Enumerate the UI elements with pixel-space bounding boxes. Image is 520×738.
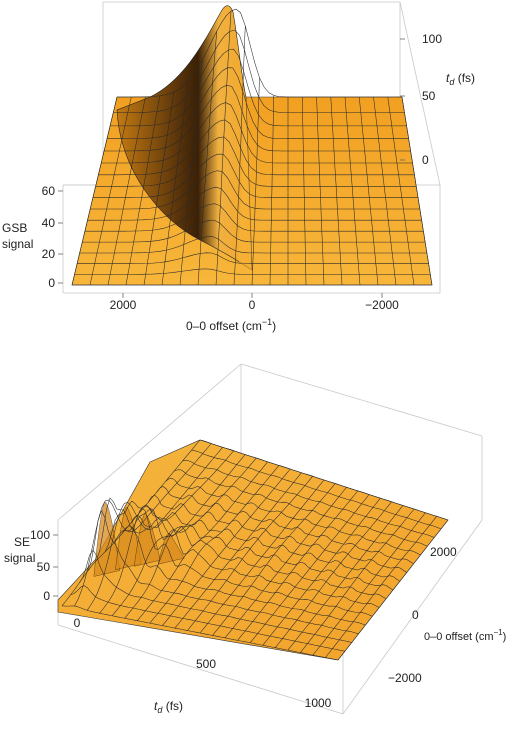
gsb-z-tick-label: 0 — [48, 276, 55, 290]
se-grid-line-td — [300, 508, 415, 653]
se-y-tick-label: 0 — [412, 608, 419, 622]
gsb-x-tick-label: 2000 — [110, 298, 137, 312]
gsb-grid-line-offset — [373, 96, 397, 286]
se-grid-line-td — [99, 450, 235, 614]
gsb-grid-line-offset — [330, 96, 343, 286]
se-grid-line-td — [111, 454, 246, 616]
gsb-grid-line-offset — [143, 91, 175, 286]
se-y-tick-label: 2000 — [430, 545, 457, 559]
gsb-x-tick-label: 0 — [249, 298, 256, 312]
gsb-z-tick-label: 60 — [42, 184, 56, 198]
se-z-axis-label-line1: SE — [14, 535, 30, 549]
se-grid-line-td — [74, 443, 212, 607]
gsb-surface-grid — [71, 8, 433, 286]
gsb-x-axis-label: 0–0 offset (cm−1) — [186, 317, 276, 333]
se-surface-grid — [61, 439, 449, 661]
se-grid-line-td — [162, 468, 291, 626]
se-grid-line-td — [287, 505, 404, 651]
gsb-grid-line-offset — [344, 96, 361, 286]
se-grid-line-td — [137, 461, 268, 621]
gsb-grid-line-offset — [251, 77, 260, 286]
gsb-surface-plot: 2000 0 −2000 0 20 40 60 0 50 100 GSB signal 0–0 o… — [2, 1, 475, 333]
gsb-y-axis-label: td (fs) — [446, 71, 475, 87]
gsb-grid-line-offset — [316, 96, 325, 286]
gsb-grid-line-offset — [233, 25, 246, 286]
gsb-z-axis-label-line2: signal — [2, 237, 33, 251]
gsb-surface-ridge — [116, 5, 253, 271]
gsb-z-axis-label-line1: GSB — [2, 221, 27, 235]
gsb-z-tick-label: 40 — [42, 216, 56, 230]
se-grid-line-td — [61, 439, 201, 606]
se-grid-line-td — [224, 487, 347, 639]
se-grid-line-td — [199, 479, 325, 634]
se-z-axis-label-line2: signal — [4, 551, 35, 565]
se-z-tick-label: 50 — [37, 560, 51, 574]
se-y-axis-label: 0–0 offset (cm−1) — [424, 628, 506, 643]
gsb-grid-line-offset — [401, 96, 433, 286]
se-x-tick-label: 1000 — [305, 696, 332, 710]
gsb-grid-line-offset — [302, 96, 307, 286]
gsb-z-tick-label: 20 — [42, 247, 56, 261]
se-grid-line-td — [275, 501, 392, 648]
gsb-grid-line-offset — [71, 96, 118, 286]
gsb-grid-line-offset — [89, 96, 132, 286]
se-surface-oscillations — [93, 501, 185, 577]
se-grid-line-td — [149, 465, 280, 624]
se-x-axis-label: td (fs) — [154, 699, 183, 715]
gsb-grid-line-offset — [359, 96, 379, 286]
gsb-y-tick-label: 100 — [422, 32, 442, 46]
gsb-ticks: 2000 0 −2000 0 20 40 60 0 50 100 — [42, 32, 443, 312]
gsb-x-tick-label: −2000 — [365, 298, 399, 312]
se-peak-shading — [157, 533, 185, 565]
se-grid-line-td — [237, 490, 359, 641]
se-z-tick-label: 0 — [43, 589, 50, 603]
se-grid-line-td — [86, 447, 223, 611]
se-grid-line-td — [124, 457, 257, 619]
gsb-grid-line-offset — [215, 11, 232, 286]
se-z-tick-label: 100 — [30, 528, 50, 542]
se-x-tick-label: 500 — [196, 657, 216, 671]
se-grid-line-td — [212, 483, 336, 636]
gsb-y-tick-label: 0 — [422, 153, 429, 167]
gsb-grid-line-offset — [161, 81, 189, 286]
gsb-grid-line-offset — [107, 96, 146, 286]
se-grid-line-td — [325, 516, 437, 658]
gsb-y-tick-label: 50 — [422, 89, 436, 103]
gsb-grid-line-offset — [179, 59, 203, 286]
gsb-grid-line-offset — [387, 96, 415, 286]
se-grid-line-td — [312, 512, 426, 656]
gsb-grid-line-offset — [197, 31, 218, 286]
se-grid-line-td — [337, 519, 449, 661]
se-y-tick-label: −2000 — [388, 671, 422, 685]
gsb-grid-line-offset — [269, 95, 275, 286]
se-grid-line-td — [187, 476, 313, 631]
se-grid-line-td — [249, 494, 370, 643]
gsb-grid-line-offset — [125, 95, 161, 286]
se-grid-line-td — [262, 498, 381, 646]
se-grid-line-td — [174, 472, 302, 629]
se-x-tick-label: 0 — [74, 616, 81, 630]
